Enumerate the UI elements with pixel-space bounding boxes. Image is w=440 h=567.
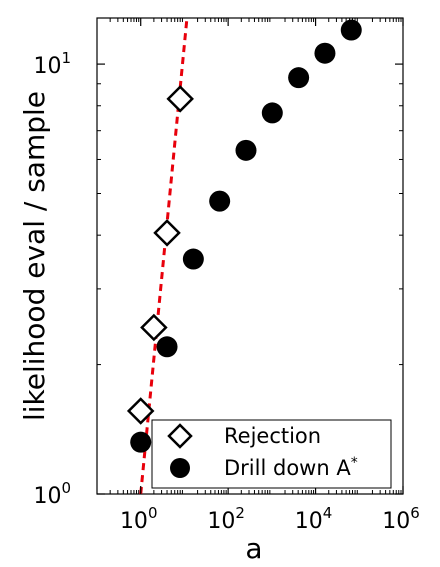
y-axis-label: likelihood eval / sample [18,91,51,421]
rejection-point [166,85,194,113]
y-axis-ticks: 100 101 [33,49,403,509]
legend-drill-down-marker [170,458,190,478]
x-tick-label: 102 [207,504,245,534]
y-tick-label: 101 [33,49,71,79]
drill-down-point [261,102,283,124]
rejection-point [153,219,181,247]
drill-down-point [209,190,231,212]
x-axis-ticks: 100 102 104 106 [109,18,420,534]
drill-down-point [235,139,257,161]
legend-rejection-marker [167,423,193,449]
x-tick-label: 104 [295,504,333,534]
legend-box [151,419,392,489]
rejection-point [140,313,168,342]
drill-down-point [288,67,310,89]
plot-area [96,17,404,495]
data-layer [126,18,362,494]
legend: Rejection Drill down A* [151,419,392,489]
legend-drill-down-label: Drill down A* [224,455,358,480]
x-tick-label: 100 [120,504,158,534]
drill-down-point [182,248,204,270]
legend-rejection-label: Rejection [224,424,321,448]
drill-down-point [340,19,362,41]
drill-down-point [130,431,152,453]
x-axis-label: a [245,532,262,565]
drill-down-point [156,336,178,358]
y-tick-label: 100 [33,479,71,509]
plot-frame [96,17,404,495]
drill-down-point [314,42,336,64]
rejection-point [126,397,155,425]
x-tick-label: 106 [382,504,420,534]
